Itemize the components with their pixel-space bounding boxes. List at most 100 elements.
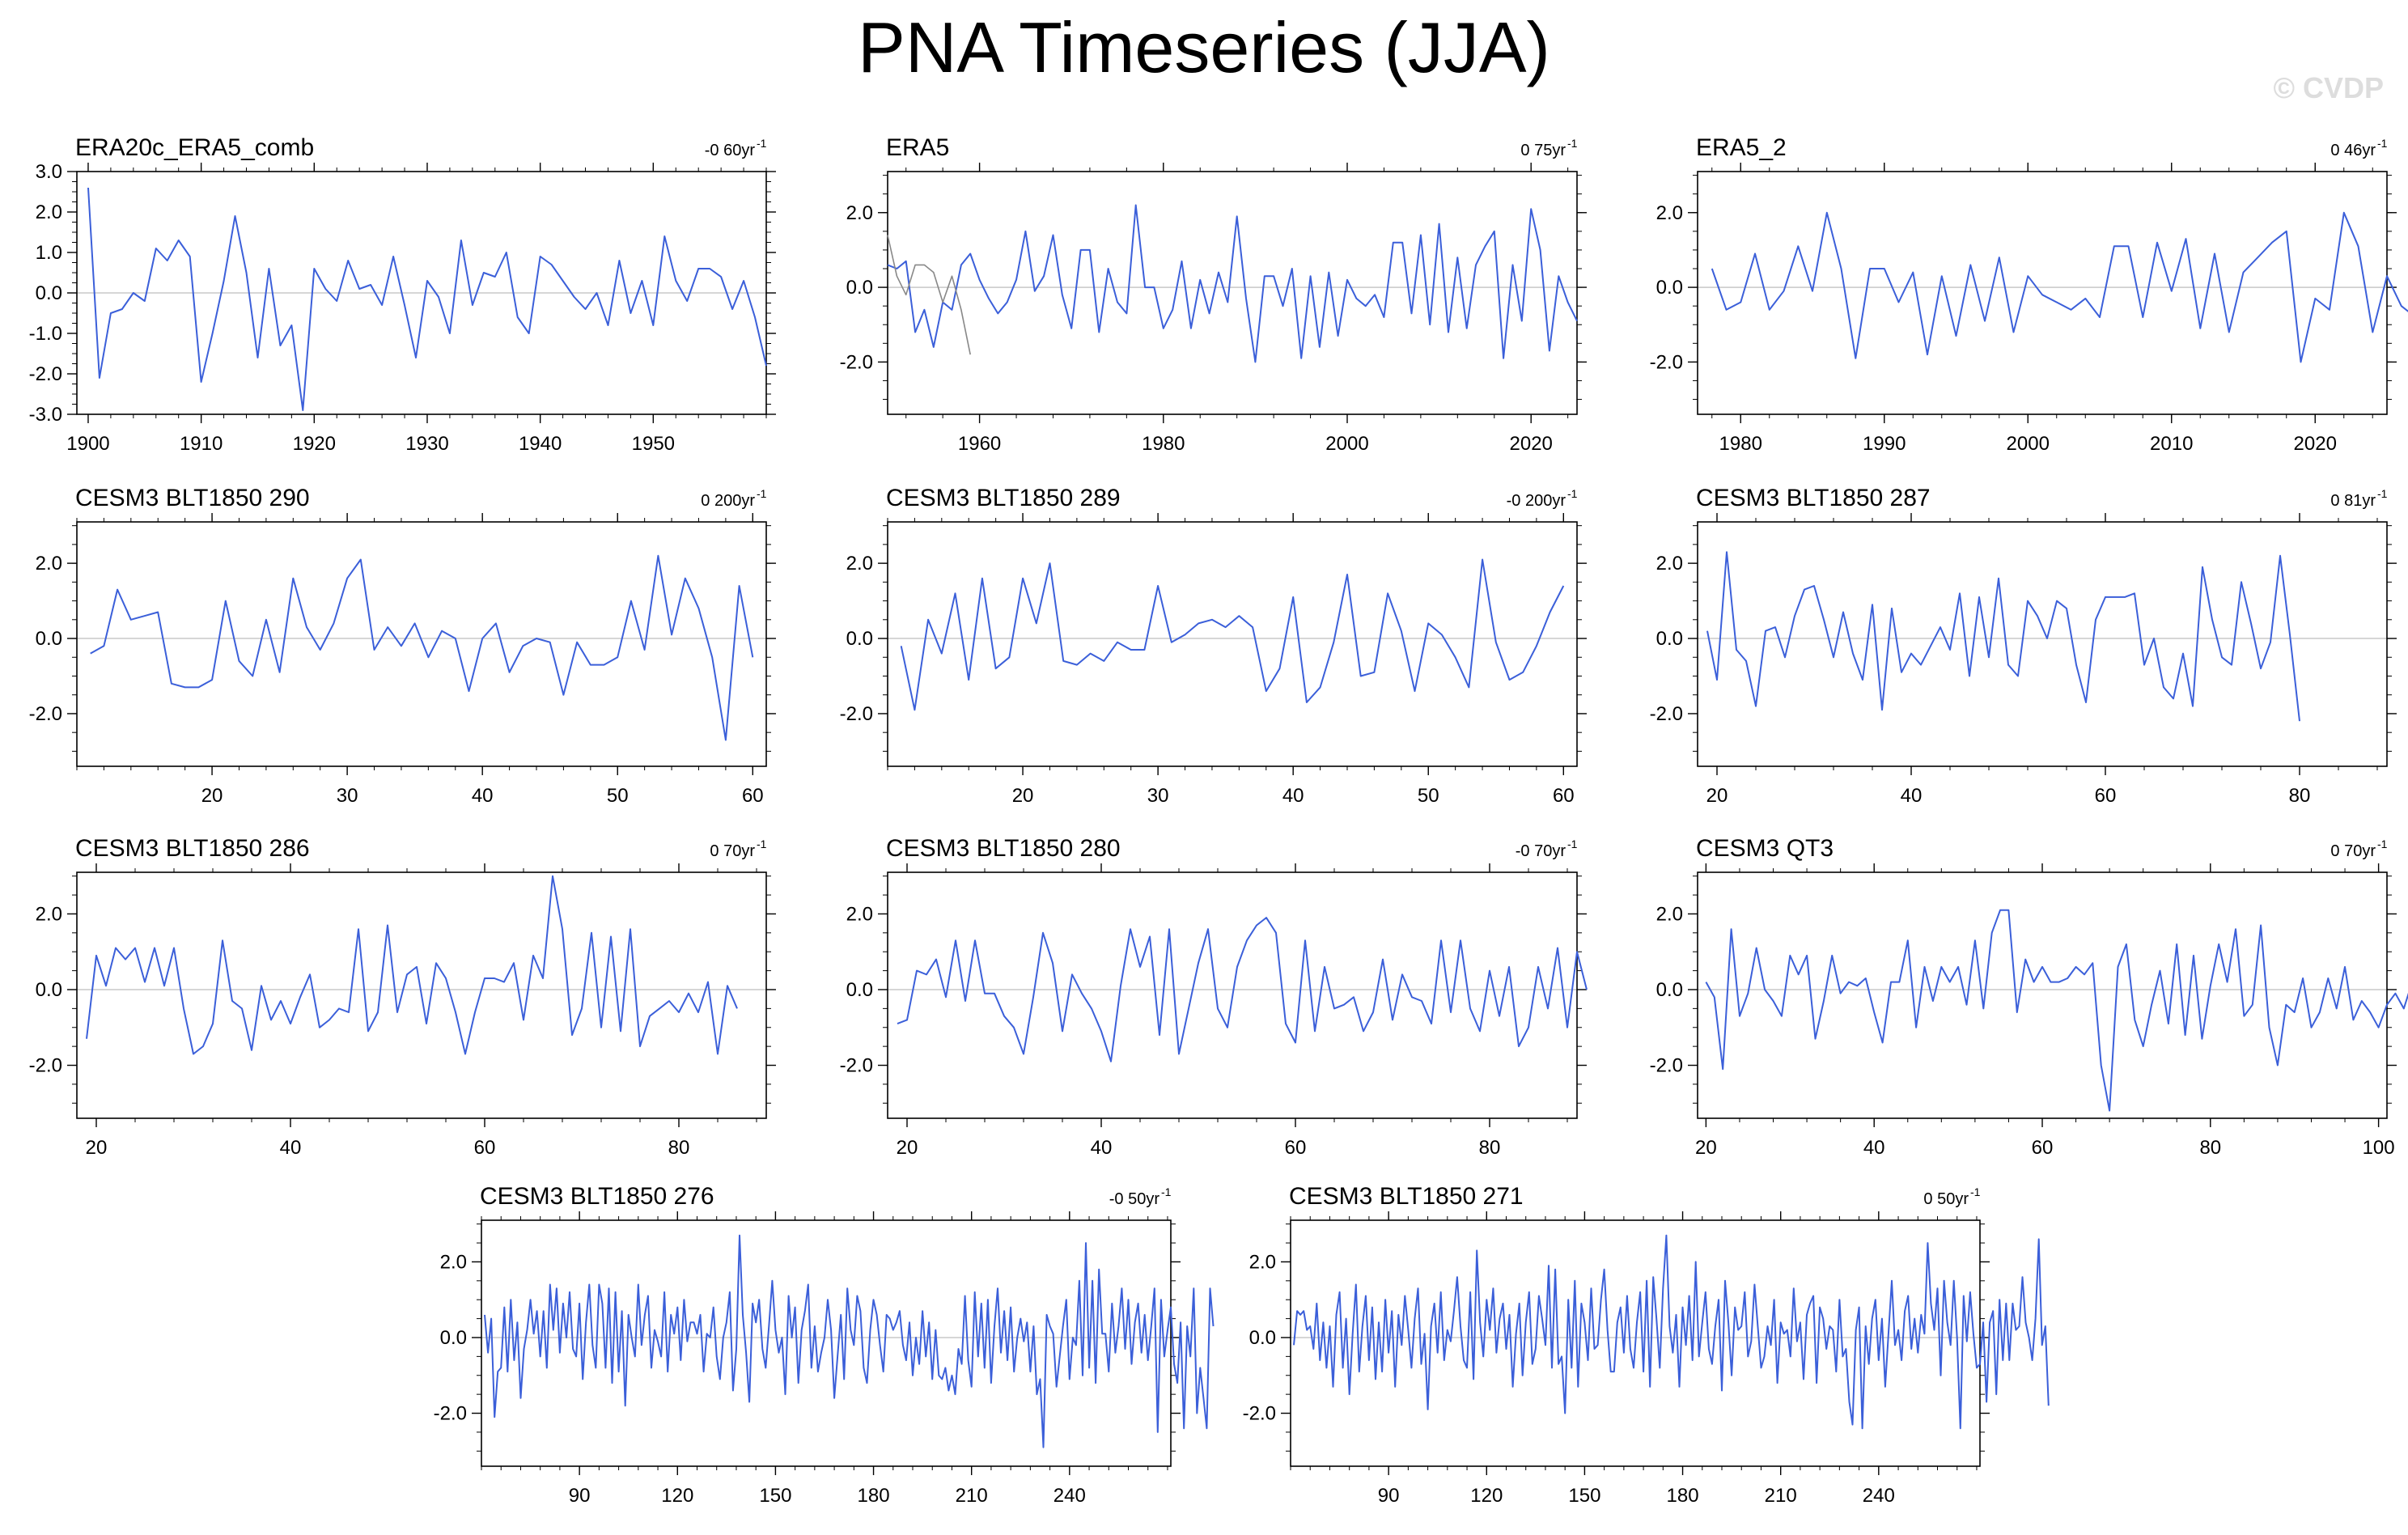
plot-frame <box>887 171 1578 415</box>
panel-10: 2.0 0.0 -2.0 90 120 150 180 210 240 CESM3 BLT1850… <box>434 1183 1215 1507</box>
trend-label: -0 60yr <box>705 142 756 159</box>
x-tick-label: 210 <box>956 1485 988 1507</box>
y-tick-label: 0.0 <box>846 979 873 1001</box>
x-tick-label: 2020 <box>1510 433 1553 455</box>
x-tick-label: 180 <box>1667 1485 1699 1507</box>
plot-frame <box>1697 871 2388 1119</box>
panel-2: 2.0 0.0 -2.0 1960 1980 2000 2020 ERA5 0 75yr -1 <box>840 134 1587 455</box>
series-line <box>1706 551 2300 722</box>
x-tick-label: 20 <box>1695 1137 1717 1159</box>
x-tick-label: 150 <box>759 1485 791 1507</box>
y-tick-label: 2.0 <box>1656 553 1683 575</box>
panel-3: 2.0 0.0 -2.0 1980 1990 2000 2010 2020 ERA5_2 0 46… <box>1650 134 2408 455</box>
panel-6: 2.0 0.0 -2.0 20 40 60 80 CESM3 BLT1850 287 0 81y… <box>1650 485 2397 807</box>
y-tick-label: 0.0 <box>36 282 62 304</box>
panel-title: ERA5_2 <box>1696 134 1787 161</box>
panel-title: CESM3 BLT1850 271 <box>1289 1183 1524 1210</box>
y-tick-label: -1.0 <box>29 323 62 345</box>
series-line <box>897 917 1588 1062</box>
x-tick-label: 20 <box>1012 785 1034 807</box>
x-tick-label: 1990 <box>1863 433 1906 455</box>
trend-label: 0 200yr <box>701 492 755 510</box>
y-tick-label: 0.0 <box>1656 628 1683 650</box>
x-tick-label: 60 <box>474 1137 496 1159</box>
x-tick-label: 40 <box>280 1137 302 1159</box>
series-line <box>87 187 767 411</box>
y-tick-label: 0.0 <box>1249 1327 1276 1349</box>
plot-frame <box>887 521 1578 767</box>
x-tick-label: 120 <box>1470 1485 1503 1507</box>
trend-label: 0 70yr <box>2330 842 2376 860</box>
series-line <box>90 554 754 741</box>
y-tick-label: 0.0 <box>440 1327 467 1349</box>
y-tick-label: -2.0 <box>1243 1403 1276 1425</box>
x-tick-label: 1910 <box>180 433 223 455</box>
y-tick-label: 2.0 <box>846 202 873 224</box>
series-line <box>1705 909 2408 1112</box>
x-tick-label: 60 <box>2095 785 2117 807</box>
x-tick-label: 1920 <box>293 433 336 455</box>
plot-frame <box>1290 1219 1981 1467</box>
panel-title: CESM3 BLT1850 280 <box>886 835 1121 862</box>
x-tick-label: 20 <box>201 785 223 807</box>
y-tick-label: 2.0 <box>1656 903 1683 925</box>
y-tick-label: 2.0 <box>1249 1251 1276 1273</box>
page-title: PNA Timeseries (JJA) <box>858 7 1550 87</box>
x-tick-label: 2020 <box>2294 433 2337 455</box>
panel-title: CESM3 BLT1850 286 <box>75 835 310 862</box>
x-tick-label: 30 <box>1147 785 1169 807</box>
y-tick-label: -2.0 <box>840 351 873 373</box>
y-tick-label: -2.0 <box>840 703 873 725</box>
x-tick-label: 50 <box>1418 785 1439 807</box>
x-tick-label: 240 <box>1863 1485 1895 1507</box>
x-tick-label: 100 <box>2363 1137 2395 1159</box>
overlay-line <box>887 235 971 355</box>
x-tick-label: 1940 <box>519 433 562 455</box>
panel-title: ERA5 <box>886 134 949 161</box>
x-tick-label: 40 <box>1901 785 1923 807</box>
x-tick-label: 50 <box>607 785 629 807</box>
plot-frame <box>481 1219 1172 1467</box>
trend-exponent: -1 <box>1567 487 1578 500</box>
plot-frame <box>76 521 767 767</box>
y-tick-label: 2.0 <box>36 553 62 575</box>
x-tick-label: 90 <box>569 1485 591 1507</box>
x-tick-label: 1960 <box>958 433 1001 455</box>
x-tick-label: 20 <box>86 1137 108 1159</box>
x-tick-label: 30 <box>337 785 358 807</box>
series-line <box>887 204 1578 363</box>
y-tick-label: -2.0 <box>840 1055 873 1077</box>
x-tick-label: 2000 <box>2007 433 2050 455</box>
y-tick-label: 0.0 <box>846 628 873 650</box>
x-tick-label: 60 <box>1285 1137 1307 1159</box>
x-tick-label: 60 <box>2032 1137 2054 1159</box>
y-tick-label: -3.0 <box>29 404 62 426</box>
y-tick-label: 2.0 <box>440 1251 467 1273</box>
x-tick-label: 80 <box>2199 1137 2221 1159</box>
series-line <box>1711 211 2408 363</box>
panel-title: CESM3 BLT1850 287 <box>1696 485 1931 511</box>
series-line <box>900 558 1565 711</box>
x-tick-label: 210 <box>1765 1485 1797 1507</box>
trend-label: -0 200yr <box>1507 492 1566 510</box>
y-tick-label: -2.0 <box>29 363 62 385</box>
x-tick-label: 40 <box>1282 785 1304 807</box>
x-tick-label: 20 <box>1706 785 1728 807</box>
x-tick-label: 60 <box>1553 785 1575 807</box>
y-tick-label: 0.0 <box>846 277 873 299</box>
y-tick-label: 2.0 <box>846 903 873 925</box>
trend-exponent: -1 <box>757 487 767 500</box>
y-tick-label: -2.0 <box>1650 351 1683 373</box>
y-tick-label: 2.0 <box>846 553 873 575</box>
x-tick-label: 120 <box>661 1485 693 1507</box>
trend-label: -0 70yr <box>1516 842 1566 860</box>
trend-exponent: -1 <box>757 137 767 150</box>
y-tick-label: 1.0 <box>36 242 62 264</box>
plot-frame <box>887 871 1578 1119</box>
trend-exponent: -1 <box>757 837 767 850</box>
trend-label: 0 50yr <box>1923 1190 1969 1208</box>
trend-exponent: -1 <box>1567 837 1578 850</box>
plot-frame <box>76 871 767 1119</box>
